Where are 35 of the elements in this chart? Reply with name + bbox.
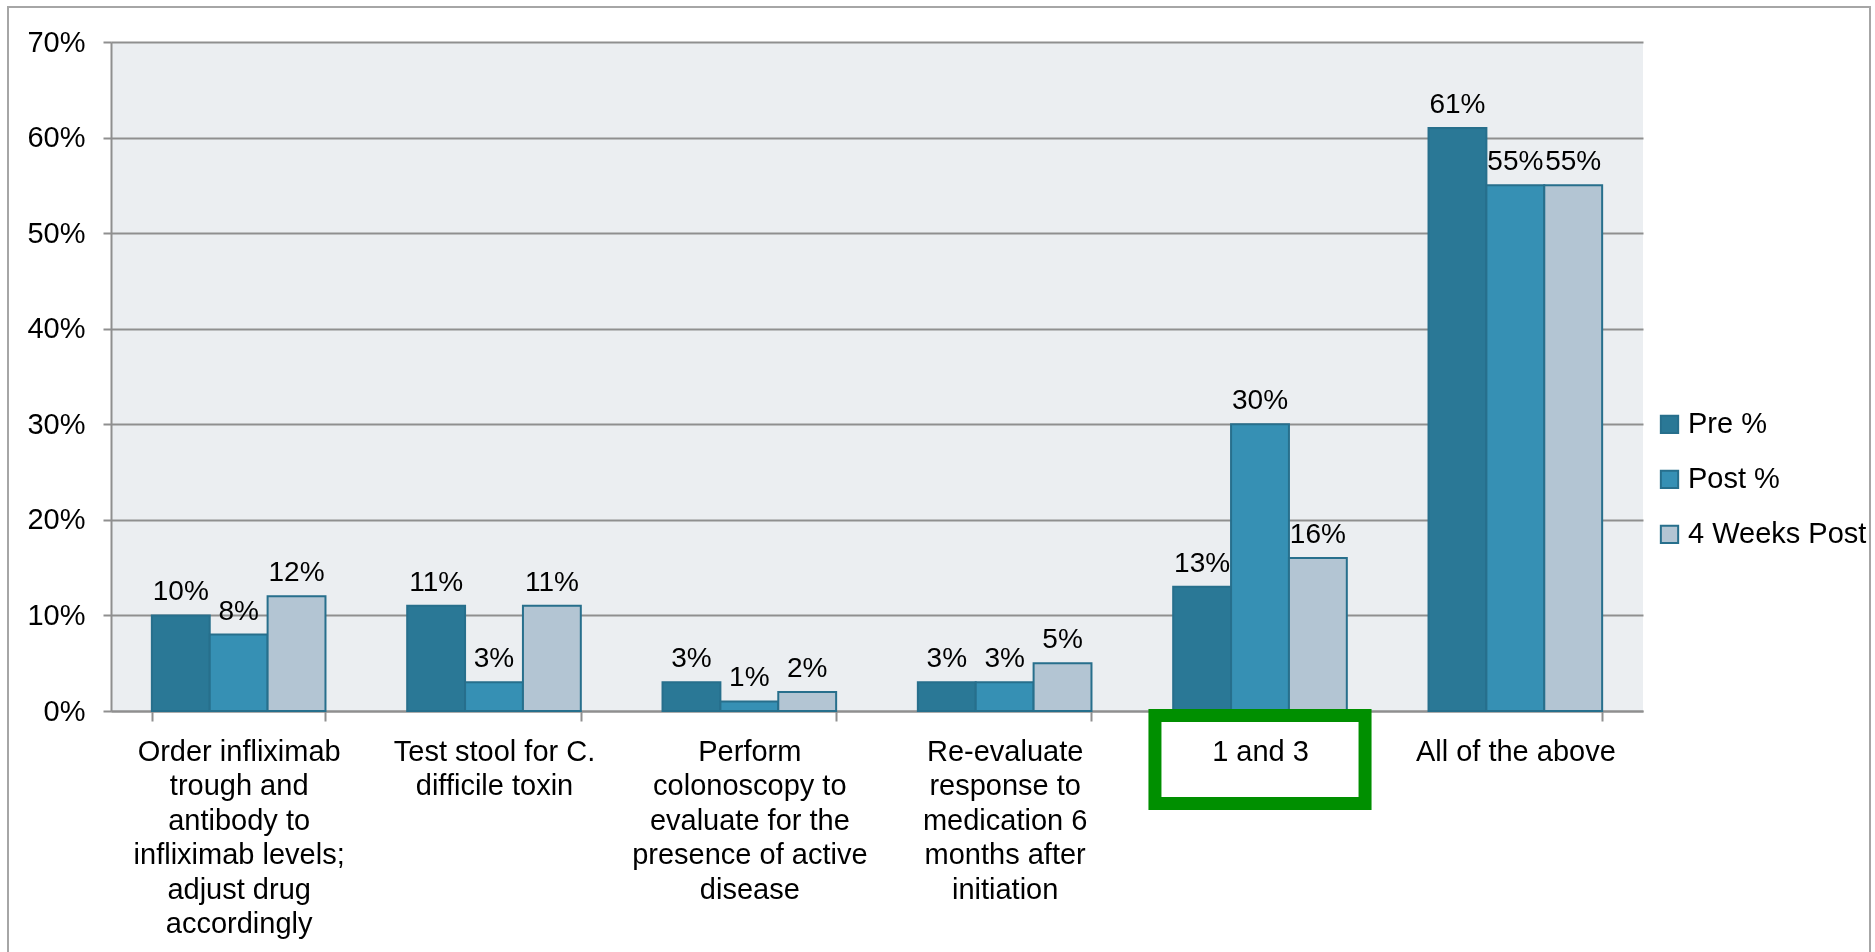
- data-label: 3%: [473, 642, 515, 674]
- y-tick-label: 0%: [43, 694, 86, 727]
- x-tick-label: Test stool for C. difficile toxin: [393, 734, 596, 801]
- legend-label: Pre %: [1688, 407, 1767, 440]
- y-tick-label: 70%: [27, 25, 86, 58]
- x-tick-label: Perform colonoscopy to evaluate for the presence of active disease: [632, 734, 868, 905]
- data-label: 11%: [524, 565, 579, 597]
- x-tick-label: Order infliximab trough and antibody to infliximab levels; adjust drug accordingly: [133, 734, 345, 939]
- y-tick-label: 60%: [27, 121, 86, 154]
- data-label: 8%: [218, 594, 259, 626]
- data-label: 10%: [152, 575, 209, 607]
- legend-label: Post %: [1688, 462, 1780, 495]
- data-label: 1%: [729, 661, 770, 693]
- data-label: 11%: [409, 565, 464, 597]
- data-label: 3%: [671, 642, 712, 674]
- data-label: 30%: [1231, 384, 1289, 416]
- data-label: 55%: [1545, 145, 1602, 177]
- legend-label: 4 Weeks Post: [1688, 517, 1867, 550]
- data-label: 3%: [926, 642, 968, 674]
- data-label: 2%: [786, 651, 828, 683]
- data-label: 5%: [1042, 623, 1083, 655]
- x-tick-label: All of the above: [1415, 734, 1616, 767]
- y-tick-label: 50%: [27, 216, 86, 249]
- y-tick-label: 10%: [27, 598, 86, 631]
- y-tick-label: 20%: [27, 503, 86, 536]
- y-tick-label: 40%: [27, 312, 86, 345]
- y-tick-label: 30%: [27, 407, 86, 440]
- x-tick-label: Re-evaluate response to medication 6 months after initiation: [922, 734, 1088, 905]
- data-label: 55%: [1487, 145, 1544, 177]
- data-label: 12%: [268, 556, 325, 588]
- data-label: 13%: [1174, 546, 1231, 578]
- data-label: 61%: [1429, 88, 1486, 120]
- x-tick-label: 1 and 3: [1212, 734, 1309, 767]
- data-label: 16%: [1289, 518, 1346, 550]
- data-label: 3%: [984, 642, 1025, 674]
